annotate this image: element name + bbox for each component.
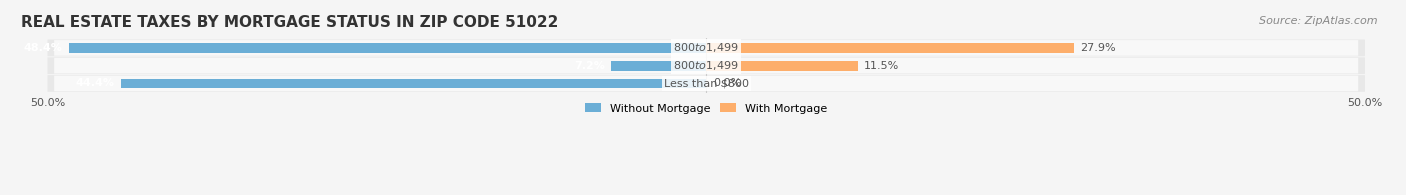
Text: 48.4%: 48.4% [24, 43, 62, 53]
Text: 7.2%: 7.2% [574, 61, 605, 71]
FancyBboxPatch shape [48, 75, 1365, 92]
Bar [706, 43, 1074, 53]
FancyBboxPatch shape [55, 40, 1358, 56]
Text: $800 to $1,499: $800 to $1,499 [673, 59, 740, 72]
Text: Less than $800: Less than $800 [664, 78, 749, 89]
FancyBboxPatch shape [48, 57, 1365, 74]
Text: 27.9%: 27.9% [1080, 43, 1116, 53]
Text: 11.5%: 11.5% [865, 61, 900, 71]
FancyBboxPatch shape [55, 76, 1358, 91]
Bar [612, 61, 706, 71]
FancyBboxPatch shape [48, 40, 1365, 56]
Text: 0.0%: 0.0% [713, 78, 741, 89]
Text: Source: ZipAtlas.com: Source: ZipAtlas.com [1260, 16, 1378, 26]
Bar [69, 43, 706, 53]
Bar [121, 79, 706, 88]
Text: 44.4%: 44.4% [76, 78, 115, 89]
Bar [706, 61, 858, 71]
Text: $800 to $1,499: $800 to $1,499 [673, 41, 740, 54]
Text: REAL ESTATE TAXES BY MORTGAGE STATUS IN ZIP CODE 51022: REAL ESTATE TAXES BY MORTGAGE STATUS IN … [21, 15, 558, 30]
FancyBboxPatch shape [55, 58, 1358, 74]
Legend: Without Mortgage, With Mortgage: Without Mortgage, With Mortgage [581, 99, 832, 118]
